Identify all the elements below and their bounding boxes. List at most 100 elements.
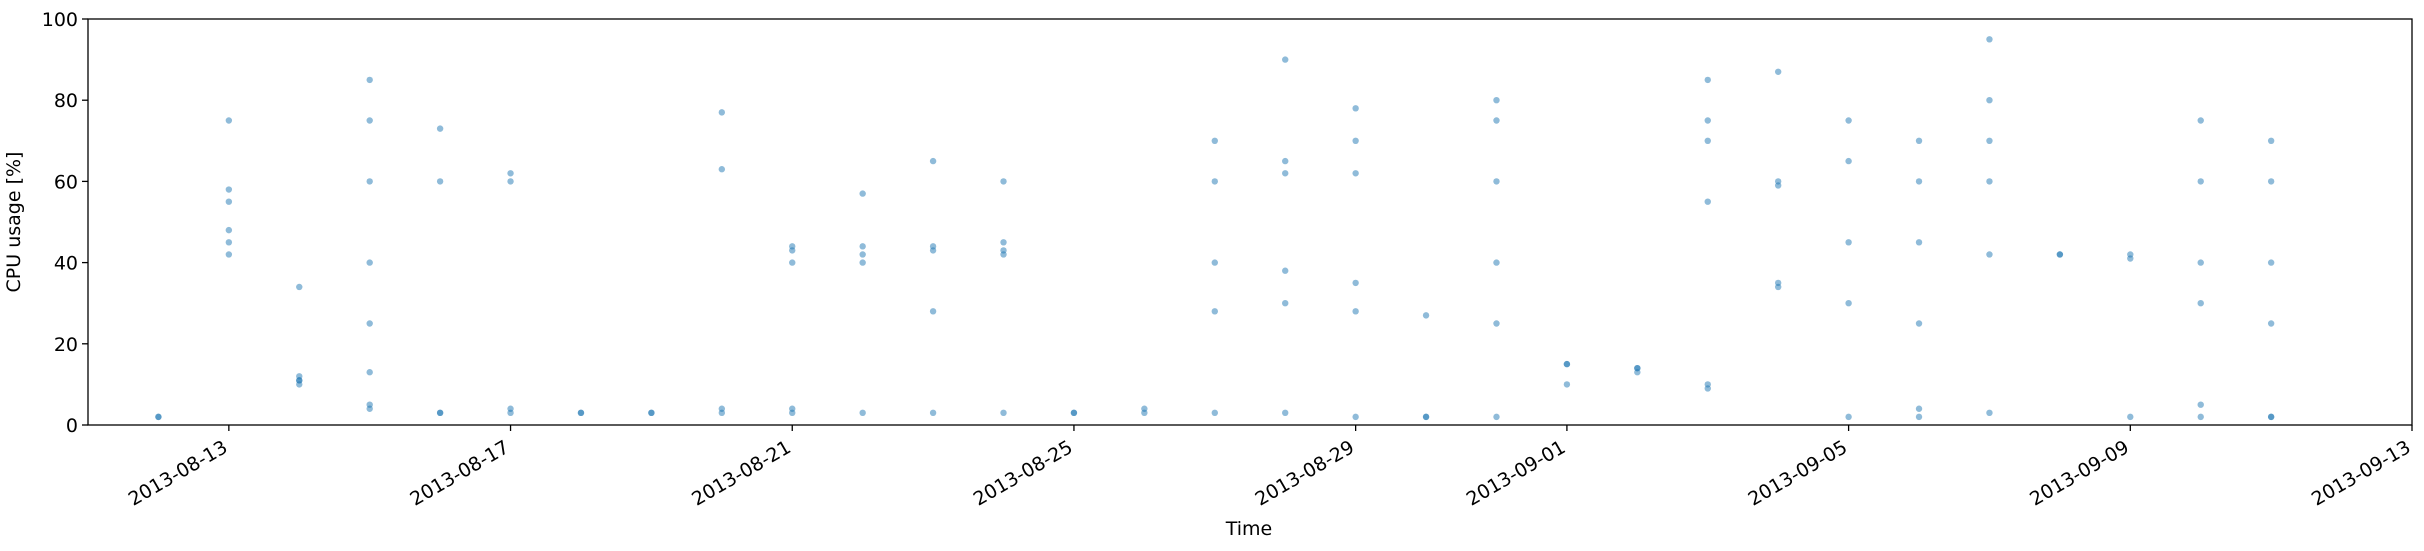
data-point bbox=[718, 405, 726, 412]
data-point bbox=[929, 409, 937, 417]
data-point bbox=[296, 283, 303, 291]
data-point bbox=[1422, 413, 1430, 421]
data-point bbox=[1211, 308, 1218, 315]
data-point bbox=[1493, 178, 1500, 185]
x-tick-label: 2013-09-13 bbox=[2308, 436, 2415, 510]
x-tick-label: 2013-09-05 bbox=[1744, 436, 1851, 510]
data-point bbox=[2197, 178, 2204, 185]
data-point bbox=[929, 157, 937, 165]
data-point bbox=[1211, 259, 1218, 266]
data-point bbox=[1915, 320, 1923, 327]
data-point bbox=[1986, 251, 1993, 258]
data-point bbox=[1563, 360, 1571, 368]
data-point bbox=[507, 405, 514, 412]
y-tick-label: 60 bbox=[54, 171, 78, 193]
data-point bbox=[296, 381, 303, 388]
data-point bbox=[1774, 283, 1782, 291]
x-axis-label: Time bbox=[1225, 518, 1273, 540]
x-tick-label: 2013-08-29 bbox=[1252, 436, 1359, 510]
y-tick-label: 80 bbox=[54, 90, 78, 112]
data-point bbox=[859, 259, 866, 266]
data-point bbox=[1704, 381, 1711, 388]
data-point bbox=[366, 405, 373, 412]
data-point bbox=[1352, 308, 1359, 315]
data-point bbox=[1282, 170, 1289, 177]
data-point bbox=[859, 409, 866, 417]
data-point bbox=[1774, 68, 1782, 75]
data-point bbox=[1352, 105, 1359, 112]
data-point bbox=[225, 226, 233, 234]
data-point bbox=[1493, 97, 1500, 104]
data-point bbox=[1211, 409, 1218, 417]
data-point bbox=[366, 369, 373, 376]
data-point bbox=[1211, 137, 1218, 144]
y-tick-label: 0 bbox=[66, 415, 78, 437]
data-point bbox=[366, 178, 373, 185]
data-point bbox=[718, 109, 726, 116]
data-point bbox=[1000, 239, 1007, 246]
data-point bbox=[929, 243, 937, 250]
data-point bbox=[1915, 137, 1923, 144]
data-point bbox=[1493, 259, 1500, 266]
data-point bbox=[366, 259, 373, 266]
data-point bbox=[366, 320, 373, 327]
data-point bbox=[1352, 170, 1359, 177]
data-point bbox=[225, 251, 233, 258]
data-point bbox=[1000, 251, 1007, 258]
data-point bbox=[718, 166, 726, 173]
data-point bbox=[225, 239, 233, 246]
x-tick-label: 2013-08-13 bbox=[125, 436, 232, 510]
data-point bbox=[859, 190, 866, 197]
data-point bbox=[1986, 409, 1993, 417]
y-axis-label: CPU usage [%] bbox=[3, 152, 25, 293]
y-tick-label: 40 bbox=[54, 253, 78, 275]
data-point bbox=[1704, 198, 1711, 205]
data-point bbox=[1070, 409, 1078, 417]
data-point bbox=[436, 125, 444, 132]
data-point bbox=[366, 117, 373, 124]
data-point bbox=[1282, 409, 1289, 417]
data-point bbox=[1915, 405, 1923, 412]
data-point bbox=[1563, 381, 1571, 388]
data-point bbox=[1634, 364, 1641, 372]
data-point bbox=[1845, 300, 1852, 307]
data-point bbox=[789, 259, 796, 266]
data-point bbox=[1915, 239, 1923, 246]
data-point bbox=[1211, 178, 1218, 185]
data-point bbox=[1282, 300, 1289, 307]
data-point bbox=[1845, 239, 1852, 246]
data-point bbox=[225, 198, 233, 205]
x-tick-label: 2013-08-17 bbox=[406, 436, 513, 510]
data-point bbox=[2197, 300, 2204, 307]
data-point bbox=[1774, 178, 1782, 185]
data-point bbox=[1000, 178, 1007, 185]
data-point bbox=[436, 178, 444, 185]
data-point bbox=[1915, 413, 1923, 421]
data-point bbox=[1422, 312, 1430, 319]
data-point bbox=[507, 178, 514, 185]
data-point bbox=[1493, 320, 1500, 327]
data-point bbox=[929, 308, 937, 315]
data-point bbox=[2197, 413, 2204, 421]
data-point bbox=[2267, 259, 2275, 266]
x-tick-label: 2013-09-09 bbox=[2026, 436, 2133, 510]
data-point bbox=[1000, 409, 1007, 417]
data-point bbox=[1282, 267, 1289, 274]
data-point bbox=[1352, 279, 1359, 287]
data-point bbox=[859, 243, 866, 250]
data-point bbox=[648, 409, 655, 417]
data-point bbox=[1493, 413, 1500, 421]
data-point bbox=[1141, 405, 1148, 412]
data-point bbox=[1915, 178, 1923, 185]
data-point bbox=[1282, 56, 1289, 63]
x-tick-label: 2013-08-21 bbox=[688, 436, 795, 510]
y-tick-label: 20 bbox=[54, 334, 78, 356]
data-point bbox=[2056, 251, 2064, 258]
data-point bbox=[296, 373, 303, 380]
data-point bbox=[1986, 36, 1993, 43]
data-point bbox=[2267, 413, 2275, 421]
data-point bbox=[225, 117, 233, 124]
data-point bbox=[1845, 117, 1852, 124]
x-tick-label: 2013-08-25 bbox=[970, 436, 1077, 510]
